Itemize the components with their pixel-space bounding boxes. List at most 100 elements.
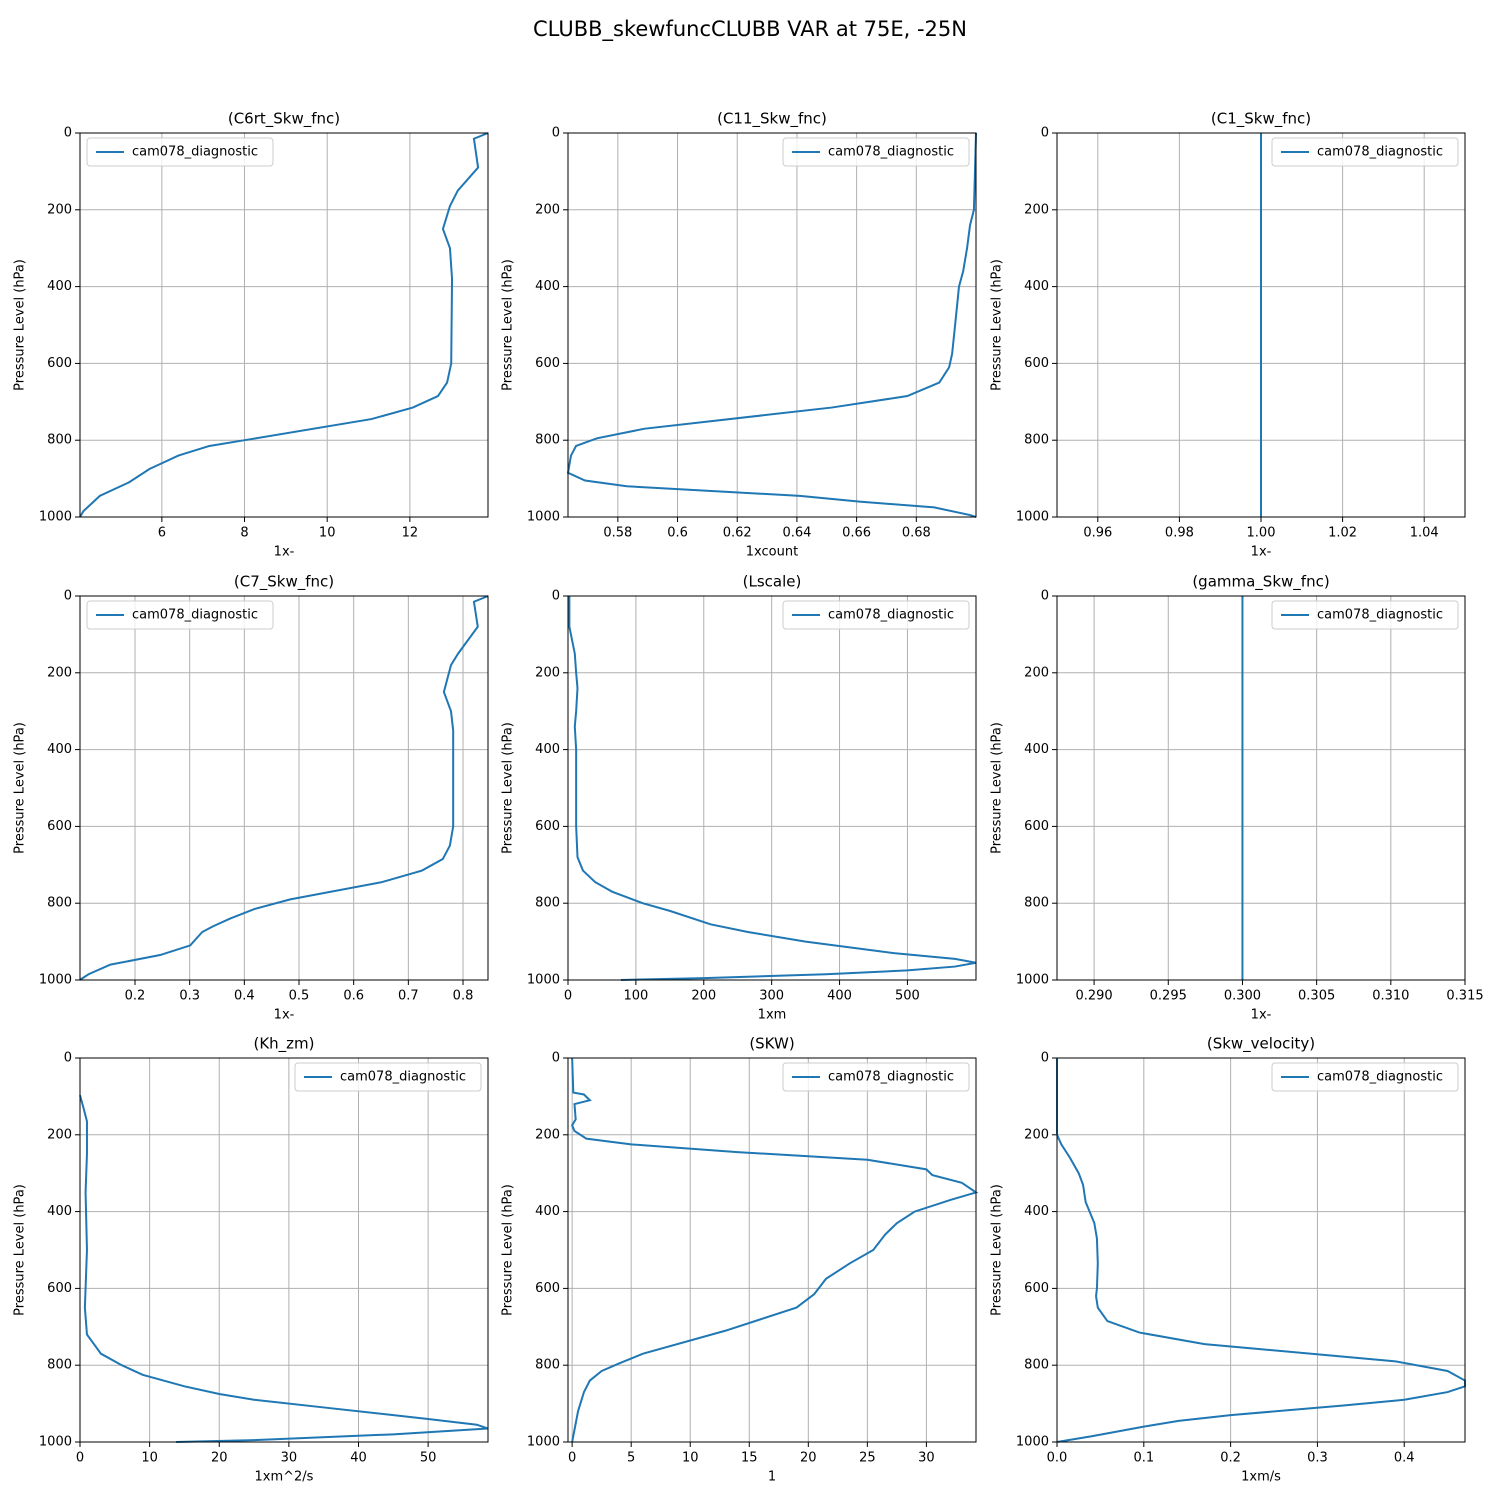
axes-title: (Lscale) bbox=[743, 573, 802, 591]
x-tick-label: 0.6 bbox=[667, 526, 688, 541]
legend-box bbox=[782, 600, 970, 630]
legend-box bbox=[782, 137, 970, 167]
axes-title: (Skw_velocity) bbox=[1207, 1035, 1315, 1054]
axes-frame bbox=[567, 132, 977, 518]
x-tick-label: 25 bbox=[859, 1451, 876, 1466]
y-tick-label: 0 bbox=[1041, 1051, 1049, 1066]
y-tick-label: 200 bbox=[1024, 665, 1049, 680]
x-tick-label: 1.04 bbox=[1410, 526, 1439, 541]
legend-box bbox=[86, 600, 274, 630]
x-tick-label: 0.1 bbox=[1133, 1451, 1154, 1466]
legend-label: cam078_diagnostic bbox=[1317, 1070, 1443, 1085]
y-axis-label: Pressure Level (hPa) bbox=[13, 1184, 28, 1316]
axes-title: (SKW) bbox=[749, 1035, 794, 1053]
x-tick-label: 0.98 bbox=[1165, 526, 1194, 541]
x-tick-label: 0.5 bbox=[289, 989, 310, 1004]
y-tick-label: 1000 bbox=[1016, 510, 1049, 525]
x-axis-label: 1xm^2/s bbox=[255, 1470, 314, 1485]
x-tick-label: 0 bbox=[568, 1451, 576, 1466]
y-axis-label: Pressure Level (hPa) bbox=[990, 1184, 1005, 1316]
y-tick-label: 1000 bbox=[39, 510, 72, 525]
y-tick-label: 800 bbox=[535, 896, 560, 911]
y-tick-label: 800 bbox=[47, 433, 72, 448]
legend-box bbox=[1271, 600, 1459, 630]
y-axis-label: Pressure Level (hPa) bbox=[501, 259, 516, 391]
axes-frame bbox=[1056, 595, 1466, 981]
axes-frame bbox=[567, 1057, 977, 1443]
y-tick-label: 600 bbox=[47, 819, 72, 834]
y-tick-label: 200 bbox=[1024, 1127, 1049, 1142]
y-tick-label: 400 bbox=[1024, 742, 1049, 757]
y-tick-label: 200 bbox=[535, 202, 560, 217]
x-tick-label: 0.2 bbox=[1220, 1451, 1241, 1466]
x-tick-label: 300 bbox=[759, 989, 784, 1004]
legend-box bbox=[782, 1062, 970, 1092]
legend-label: cam078_diagnostic bbox=[1317, 145, 1443, 160]
y-tick-label: 0 bbox=[552, 589, 560, 604]
axes-title: (C6rt_Skw_fnc) bbox=[228, 110, 340, 129]
y-tick-label: 800 bbox=[535, 433, 560, 448]
y-tick-label: 600 bbox=[1024, 819, 1049, 834]
x-tick-label: 15 bbox=[741, 1451, 758, 1466]
x-tick-label: 0.295 bbox=[1150, 989, 1187, 1004]
x-axis-label: 1x- bbox=[274, 1008, 295, 1023]
y-tick-label: 0 bbox=[552, 1051, 560, 1066]
y-axis-label: Pressure Level (hPa) bbox=[990, 722, 1005, 854]
y-tick-label: 800 bbox=[47, 1358, 72, 1373]
x-tick-label: 30 bbox=[918, 1451, 935, 1466]
x-tick-label: 20 bbox=[211, 1451, 228, 1466]
y-tick-label: 1000 bbox=[39, 973, 72, 988]
x-tick-label: 0.66 bbox=[842, 526, 871, 541]
y-tick-label: 0 bbox=[64, 589, 72, 604]
x-tick-label: 0.290 bbox=[1075, 989, 1112, 1004]
x-tick-label: 400 bbox=[827, 989, 852, 1004]
profile-line bbox=[566, 132, 977, 518]
y-tick-label: 800 bbox=[1024, 1358, 1049, 1373]
y-axis-label: Pressure Level (hPa) bbox=[990, 259, 1005, 391]
y-tick-label: 600 bbox=[1024, 356, 1049, 371]
legend-label: cam078_diagnostic bbox=[828, 145, 954, 160]
legend-box bbox=[294, 1062, 482, 1092]
y-tick-label: 1000 bbox=[1016, 1435, 1049, 1450]
x-tick-label: 0.4 bbox=[1394, 1451, 1415, 1466]
x-axis-label: 1x- bbox=[1251, 1008, 1272, 1023]
x-tick-label: 50 bbox=[420, 1451, 437, 1466]
y-tick-label: 600 bbox=[47, 1281, 72, 1296]
axes-title: (Kh_zm) bbox=[253, 1035, 314, 1054]
x-tick-label: 10 bbox=[141, 1451, 158, 1466]
x-tick-label: 0.2 bbox=[125, 989, 146, 1004]
legend-label: cam078_diagnostic bbox=[132, 145, 258, 160]
axes-title: (C7_Skw_fnc) bbox=[234, 573, 334, 592]
x-tick-label: 0 bbox=[76, 1451, 84, 1466]
y-axis-label: Pressure Level (hPa) bbox=[13, 259, 28, 391]
x-tick-label: 6 bbox=[158, 526, 166, 541]
x-tick-label: 5 bbox=[627, 1451, 635, 1466]
y-tick-label: 800 bbox=[1024, 433, 1049, 448]
legend-box bbox=[86, 137, 274, 167]
y-tick-label: 400 bbox=[535, 279, 560, 294]
y-tick-label: 0 bbox=[64, 126, 72, 141]
profile-line bbox=[79, 132, 489, 518]
y-axis-label: Pressure Level (hPa) bbox=[501, 1184, 516, 1316]
x-tick-label: 0.68 bbox=[902, 526, 931, 541]
y-tick-label: 800 bbox=[535, 1358, 560, 1373]
x-axis-label: 1xm/s bbox=[1241, 1470, 1281, 1485]
y-tick-label: 400 bbox=[535, 742, 560, 757]
y-tick-label: 1000 bbox=[39, 1435, 72, 1450]
x-tick-label: 10 bbox=[682, 1451, 699, 1466]
y-tick-label: 1000 bbox=[527, 973, 560, 988]
y-axis-label: Pressure Level (hPa) bbox=[501, 722, 516, 854]
legend-label: cam078_diagnostic bbox=[1317, 608, 1443, 623]
x-tick-label: 1.02 bbox=[1328, 526, 1357, 541]
y-tick-label: 1000 bbox=[527, 1435, 560, 1450]
axes-frame bbox=[79, 595, 489, 981]
x-tick-label: 0.0 bbox=[1047, 1451, 1068, 1466]
y-tick-label: 400 bbox=[1024, 279, 1049, 294]
y-tick-label: 0 bbox=[64, 1051, 72, 1066]
x-tick-label: 0.3 bbox=[179, 989, 200, 1004]
legend-label: cam078_diagnostic bbox=[828, 608, 954, 623]
x-tick-label: 0.310 bbox=[1372, 989, 1409, 1004]
y-tick-label: 600 bbox=[535, 1281, 560, 1296]
x-tick-label: 0.96 bbox=[1083, 526, 1112, 541]
